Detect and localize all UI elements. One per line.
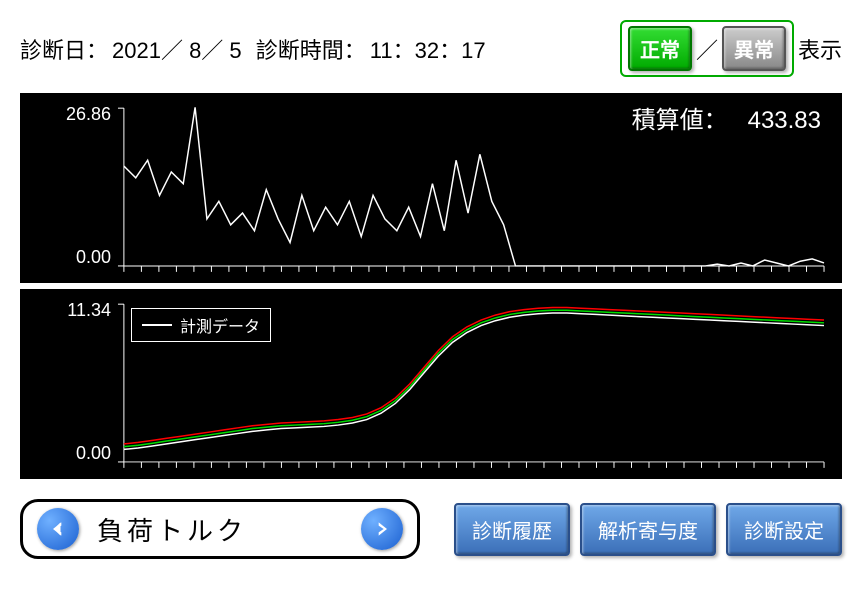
next-button[interactable] (361, 508, 403, 550)
date-value: 2021／ 8／ 5 (112, 33, 242, 65)
history-button[interactable]: 診断履歴 (454, 503, 570, 556)
settings-button[interactable]: 診断設定 (726, 503, 842, 556)
chart2-plot (116, 302, 826, 472)
abnormal-button[interactable]: 異常 (722, 26, 786, 71)
normal-button[interactable]: 正常 (628, 26, 692, 71)
slash: ／ (696, 33, 718, 65)
contribution-button[interactable]: 解析寄与度 (580, 503, 716, 556)
nav-group: 負荷トルク (20, 499, 420, 559)
chart1-ymin: 0.00 (76, 247, 111, 268)
status-group: 正常 ／ 異常 (620, 20, 794, 77)
chart-top: 26.86 0.00 積算値： 433.83 (20, 93, 842, 283)
chart2-ymax: 11.34 (67, 300, 111, 321)
display-label: 表示 (798, 33, 842, 65)
header-bar: 診断日： 2021／ 8／ 5 診断時間： 11：32：17 正常 ／ 異常 表… (0, 0, 862, 87)
arrow-right-icon (372, 519, 392, 539)
nav-title: 負荷トルク (97, 511, 343, 548)
chart2-ymin: 0.00 (76, 443, 111, 464)
prev-button[interactable] (37, 508, 79, 550)
footer-bar: 負荷トルク 診断履歴 解析寄与度 診断設定 (0, 485, 862, 573)
time-label: 診断時間： (256, 33, 366, 65)
chart1-ymax: 26.86 (66, 104, 111, 125)
time-value: 11：32：17 (370, 33, 486, 65)
date-label: 診断日： (20, 33, 108, 65)
chart1-plot (116, 106, 826, 276)
chart-bottom: 11.34 0.00 計測データ (20, 289, 842, 479)
arrow-left-icon (48, 519, 68, 539)
